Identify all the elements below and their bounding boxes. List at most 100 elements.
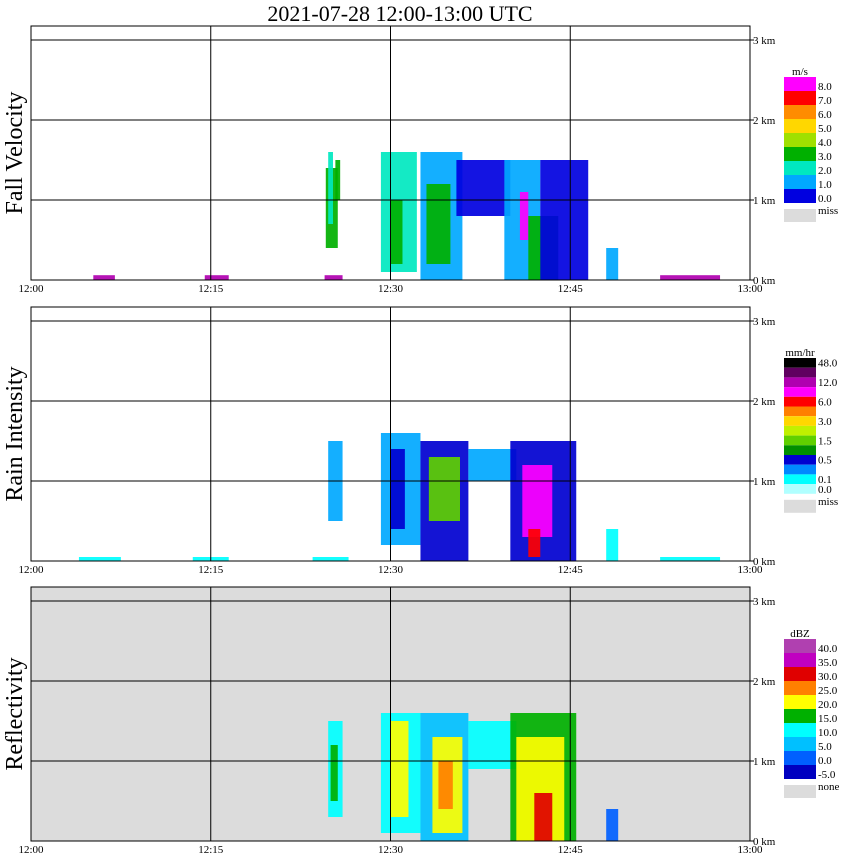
colorbar-swatch bbox=[784, 189, 816, 203]
colorbar-label: 5.0 bbox=[818, 741, 832, 753]
colorbar-label: 1.5 bbox=[818, 435, 832, 447]
data-cell bbox=[312, 557, 349, 561]
data-cell bbox=[438, 761, 453, 809]
colorbar-label: 7.0 bbox=[818, 95, 832, 107]
data-cell bbox=[428, 457, 461, 521]
colorbar-miss-swatch bbox=[784, 209, 816, 222]
colorbar-label: 15.0 bbox=[818, 713, 838, 725]
data-cell bbox=[390, 449, 405, 529]
x-tick-label: 12:00 bbox=[18, 283, 44, 295]
data-cell bbox=[390, 721, 409, 817]
data-cell bbox=[528, 529, 541, 557]
colorbar-label: -5.0 bbox=[818, 769, 836, 781]
x-tick-label: 12:45 bbox=[558, 564, 584, 576]
plot-frame bbox=[30, 306, 751, 562]
data-cell bbox=[468, 721, 517, 769]
plot-frame bbox=[30, 586, 751, 842]
colorbar-label: 3.0 bbox=[818, 416, 832, 428]
colorbar-unit: m/s bbox=[792, 66, 808, 78]
colorbar-swatch bbox=[784, 723, 816, 737]
colorbar-swatch bbox=[784, 358, 816, 368]
colorbar-label: 10.0 bbox=[818, 727, 838, 739]
x-tick-label: 13:00 bbox=[737, 564, 763, 576]
data-cell bbox=[93, 275, 115, 280]
colorbar-swatch bbox=[784, 445, 816, 455]
colorbar-label: 1.0 bbox=[818, 179, 832, 191]
colorbar-swatch bbox=[784, 367, 816, 378]
colorbar-unit: dBZ bbox=[790, 628, 810, 640]
chart-title: 2021-07-28 12:00-13:00 UTC bbox=[267, 1, 533, 26]
colorbar-label: 4.0 bbox=[818, 137, 832, 149]
colorbar-swatch bbox=[784, 387, 816, 397]
colorbar-swatch bbox=[784, 147, 816, 161]
height-tick-label: 3 km bbox=[753, 316, 776, 328]
colorbar-swatch bbox=[784, 455, 816, 465]
colorbar-label: 0.5 bbox=[818, 455, 832, 467]
colorbar-swatch bbox=[784, 653, 816, 667]
colorbar-label: 5.0 bbox=[818, 123, 832, 135]
colorbar-swatch bbox=[784, 709, 816, 723]
colorbar-swatch bbox=[784, 639, 816, 653]
colorbar-swatch bbox=[784, 175, 816, 189]
x-tick-label: 12:30 bbox=[378, 844, 404, 856]
data-cell bbox=[519, 192, 529, 240]
x-tick-label: 12:15 bbox=[198, 283, 224, 295]
x-tick-label: 12:30 bbox=[378, 283, 404, 295]
colorbar-label: 25.0 bbox=[818, 685, 838, 697]
height-tick-label: 1 km bbox=[753, 195, 776, 207]
colorbar-miss-label: miss bbox=[818, 496, 838, 508]
x-tick-label: 12:30 bbox=[378, 564, 404, 576]
colorbar-swatch bbox=[784, 435, 816, 446]
height-tick-label: 3 km bbox=[753, 35, 776, 47]
colorbar-label: 48.0 bbox=[818, 358, 838, 370]
data-cell bbox=[522, 465, 553, 537]
colorbar-label: 30.0 bbox=[818, 671, 838, 683]
colorbar-swatch bbox=[784, 765, 816, 779]
data-cell bbox=[606, 248, 619, 280]
colorbar-swatch bbox=[784, 406, 816, 417]
data-cell bbox=[78, 557, 121, 561]
panel-2: 0 km 1 km 2 km 3 km 12:00 12:15 12:30 12:45 13:0… bbox=[2, 306, 838, 576]
data-cell bbox=[534, 793, 553, 841]
colorbar-label: 12.0 bbox=[818, 377, 838, 389]
data-cell bbox=[456, 160, 511, 216]
colorbar-label: 0.1 bbox=[818, 474, 832, 486]
colorbar-label: 0.0 bbox=[818, 755, 832, 767]
height-tick-label: 2 km bbox=[753, 396, 776, 408]
colorbar-label: 20.0 bbox=[818, 699, 838, 711]
data-cell bbox=[335, 160, 341, 200]
height-tick-label: 0 km bbox=[753, 275, 776, 287]
height-tick-label: 2 km bbox=[753, 676, 776, 688]
colorbar-swatch bbox=[784, 105, 816, 119]
colorbar-label: 2.0 bbox=[818, 165, 832, 177]
colorbar-label: 8.0 bbox=[818, 81, 832, 93]
colorbar-swatch bbox=[784, 695, 816, 709]
colorbar-miss-label: none bbox=[818, 781, 840, 793]
colorbar-label: 40.0 bbox=[818, 643, 838, 655]
data-cell bbox=[328, 152, 333, 224]
data-cell bbox=[606, 529, 619, 561]
panel-ylabel: Rain Intensity bbox=[2, 366, 28, 501]
colorbar-label: 6.0 bbox=[818, 109, 832, 121]
colorbar-swatch bbox=[784, 737, 816, 751]
x-tick-label: 12:45 bbox=[558, 283, 584, 295]
height-tick-label: 1 km bbox=[753, 476, 776, 488]
colorbar-swatch bbox=[784, 77, 816, 91]
colorbar-miss-swatch bbox=[784, 785, 816, 798]
colorbar-swatch bbox=[784, 681, 816, 695]
data-cell bbox=[660, 275, 721, 280]
plot-frame bbox=[30, 25, 751, 281]
x-tick-label: 12:15 bbox=[198, 844, 224, 856]
data-cell bbox=[606, 809, 619, 841]
data-cell bbox=[540, 160, 589, 280]
panel-3: 0 km 1 km 2 km 3 km 12:00 12:15 12:30 12:45 13:0… bbox=[2, 586, 840, 856]
colorbar-swatch bbox=[784, 133, 816, 147]
colorbar-swatch bbox=[784, 484, 816, 494]
x-tick-label: 12:00 bbox=[18, 844, 44, 856]
colorbar-unit: mm/hr bbox=[785, 347, 815, 359]
x-tick-label: 12:15 bbox=[198, 564, 224, 576]
height-tick-label: 0 km bbox=[753, 836, 776, 848]
colorbar-label: 0.0 bbox=[818, 484, 832, 496]
x-tick-label: 13:00 bbox=[737, 844, 763, 856]
